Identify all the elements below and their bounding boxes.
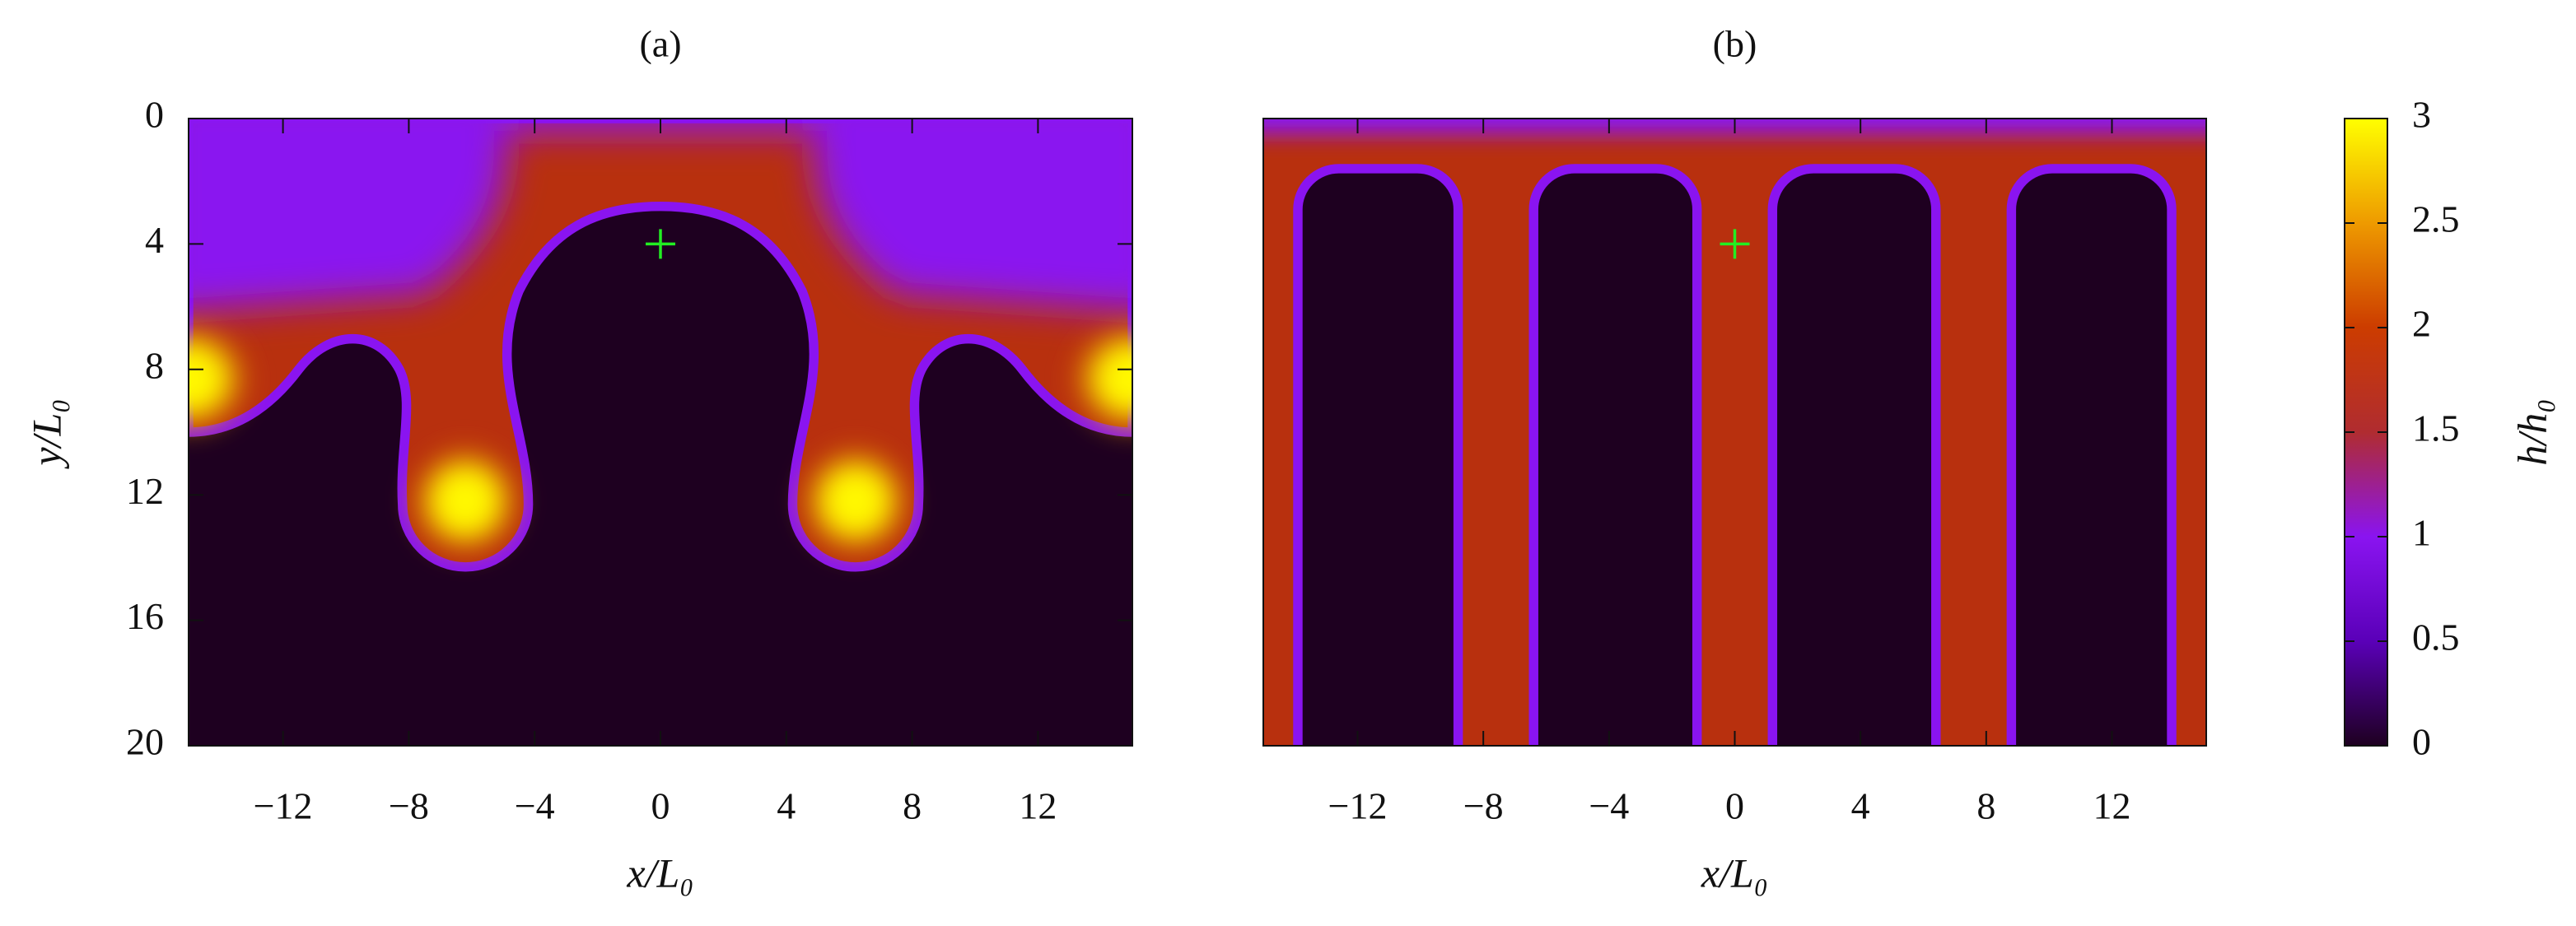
- x-tick-label: −8: [389, 785, 429, 827]
- x-tick-label: 8: [1976, 785, 1995, 827]
- marker: [1720, 229, 1750, 259]
- y-tick-label: 16: [126, 595, 164, 637]
- x-axis-label: x/L₀: [626, 849, 693, 896]
- y-tick-label: 20: [126, 721, 164, 763]
- x-tick-label: 0: [1725, 785, 1744, 827]
- x-tick-label: 0: [651, 785, 670, 827]
- y-tick-label: 0: [145, 94, 164, 136]
- height-field: [1262, 119, 2207, 746]
- x-tick-label: 12: [1019, 785, 1057, 827]
- colorbar-tick-label: 3: [2412, 94, 2431, 136]
- colorbar-label: h/h₀: [2508, 398, 2555, 465]
- x-tick-label: −8: [1463, 785, 1504, 827]
- marker: [646, 229, 675, 259]
- x-tick-label: 4: [1851, 785, 1870, 827]
- colorbar-tick-label: 2: [2412, 303, 2431, 345]
- x-tick-label: −4: [1589, 785, 1629, 827]
- x-tick-label: −12: [1328, 785, 1388, 827]
- x-tick-label: −4: [515, 785, 555, 827]
- colorbar-tick-label: 1.5: [2412, 407, 2460, 449]
- height-field: [188, 119, 1133, 746]
- x-axis-label: x/L₀: [1701, 849, 1768, 896]
- y-tick-label: 8: [145, 344, 164, 386]
- colorbar-tick-label: 0: [2412, 721, 2431, 763]
- colorbar-tick-label: 2.5: [2412, 198, 2460, 240]
- x-tick-label: 8: [903, 785, 922, 827]
- x-tick-label: 12: [2093, 785, 2131, 827]
- panel-title: (b): [1713, 23, 1757, 65]
- y-tick-label: 4: [145, 219, 164, 261]
- y-tick-label: 12: [126, 470, 164, 512]
- x-tick-label: 4: [777, 785, 796, 827]
- colorbar-tick-label: 0.5: [2412, 617, 2460, 658]
- colorbar-tick-label: 1: [2412, 512, 2431, 554]
- panel-title: (a): [639, 23, 681, 65]
- x-tick-label: −12: [254, 785, 313, 827]
- y-axis-label: y/L₀: [23, 398, 69, 469]
